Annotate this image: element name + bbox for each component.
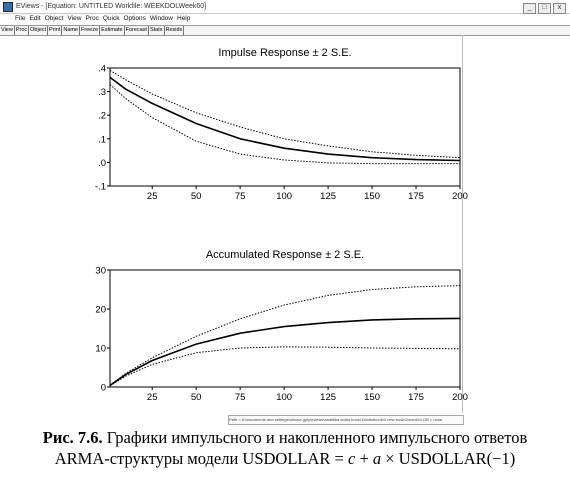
accumulated-response-chart: Accumulated Response ± 2 S.E. 0 10 20 30 25 50… [95, 249, 468, 403]
x-tick-label: 175 [408, 392, 424, 403]
y-tick-label: .1 [98, 134, 106, 145]
figure-caption: Рис. 7.6. Графики импульсного и накоплен… [0, 427, 570, 469]
x-tick-label: 150 [364, 392, 380, 403]
toolbar-print-button[interactable]: Print [49, 26, 63, 35]
x-tick-label: 25 [147, 191, 158, 202]
response-line [109, 76, 461, 162]
title-bar: EViews - [Equation: UNTITLED Workfile: W… [0, 0, 570, 14]
plot-frame [109, 269, 461, 388]
toolbar-stats-button[interactable]: Stats [149, 26, 165, 35]
caption-text-2a: ARMA-структуры модели USDOLLAR = [54, 449, 348, 468]
y-tick-label: .0 [98, 158, 106, 169]
x-tick-label: 175 [408, 191, 424, 202]
toolbar-proc-button[interactable]: Proc [15, 26, 30, 35]
y-tick-label: 10 [95, 344, 106, 355]
y-tick-label: 30 [95, 266, 106, 277]
close-button[interactable]: x [553, 3, 566, 14]
y-tick-label: .3 [98, 87, 106, 98]
x-tick-label: 50 [191, 191, 202, 202]
toolbar-forecast-button[interactable]: Forecast [125, 26, 149, 35]
window-scroll-edge [462, 35, 463, 413]
toolbar-resids-button[interactable]: Resids [165, 26, 185, 35]
x-tick-label: 200 [452, 191, 468, 202]
caption-var-c: c [347, 449, 356, 468]
menu-object[interactable]: Object [44, 15, 64, 22]
x-tick-label: 75 [235, 191, 246, 202]
response-line [109, 317, 461, 387]
lower-band-line [109, 346, 461, 387]
caption-text-2b: × USDOLLAR(−1) [381, 449, 516, 468]
toolbar-name-button[interactable]: Name [63, 26, 81, 35]
x-tick-label: 50 [191, 392, 202, 403]
toolbar-view-button[interactable]: View [1, 26, 15, 35]
lower-band-line [109, 84, 460, 165]
caption-plus: + [355, 449, 373, 468]
chart-title: Accumulated Response ± 2 S.E. [206, 249, 364, 261]
caption-var-a: a [372, 449, 382, 468]
x-tick-label: 200 [452, 392, 468, 403]
impulse-response-chart: Impulse Response ± 2 S.E. -.1 .0 .1 .2 .3 .4 25… [95, 47, 468, 202]
toolbar-object-button[interactable]: Object [30, 26, 49, 35]
y-tick-label: 20 [95, 305, 106, 316]
chart-title: Impulse Response ± 2 S.E. [218, 47, 351, 59]
x-tick-label: 150 [364, 191, 380, 202]
x-tick-label: 25 [147, 392, 158, 403]
y-tick-label: .2 [98, 111, 106, 122]
menu-quick[interactable]: Quick [102, 15, 120, 22]
upper-band-line [109, 285, 461, 386]
caption-line-1: Рис. 7.6. Графики импульсного и накоплен… [0, 427, 570, 448]
maximize-button[interactable]: □ [538, 3, 551, 14]
caption-figure-number: Рис. 7.6. [42, 428, 103, 447]
caption-text-1: Графики импульсного и накопленного импул… [102, 428, 528, 447]
menu-view[interactable]: View [67, 15, 82, 22]
menu-file[interactable]: File [15, 15, 26, 22]
eviews-app-icon [3, 2, 13, 12]
x-tick-label: 75 [235, 392, 246, 403]
menu-options[interactable]: Options [123, 15, 146, 22]
x-tick-label: 100 [276, 191, 292, 202]
window-controls: _ □ x [521, 1, 566, 14]
menu-edit[interactable]: Edit [29, 15, 41, 22]
plot-frame [109, 67, 461, 187]
x-tick-label: 125 [320, 392, 336, 403]
caption-line-2: ARMA-структуры модели USDOLLAR = c + a ×… [0, 448, 570, 469]
menu-bar: File Edit Object View Proc Quick Options Window… [0, 14, 570, 24]
y-tick-label: 0 [101, 383, 106, 394]
status-bar: Path = d:\documents and settings\dir\use… [228, 415, 464, 425]
toolbar-estimate-button[interactable]: Estimate [101, 26, 125, 35]
x-tick-label: 100 [276, 392, 292, 403]
menu-help[interactable]: Help [177, 15, 191, 22]
menu-proc[interactable]: Proc [85, 15, 99, 22]
menu-window[interactable]: Window [149, 15, 173, 22]
upper-band-line [109, 69, 461, 159]
y-tick-label: .4 [98, 64, 106, 75]
y-tick-label: -.1 [95, 182, 106, 193]
x-tick-label: 125 [320, 191, 336, 202]
toolbar-freeze-button[interactable]: Freeze [81, 26, 101, 35]
window-title: EViews - [Equation: UNTITLED Workfile: W… [16, 3, 207, 10]
minimize-button[interactable]: _ [523, 3, 536, 14]
equation-toolbar: View Proc Object Print Name Freeze Estimate For… [0, 25, 570, 36]
